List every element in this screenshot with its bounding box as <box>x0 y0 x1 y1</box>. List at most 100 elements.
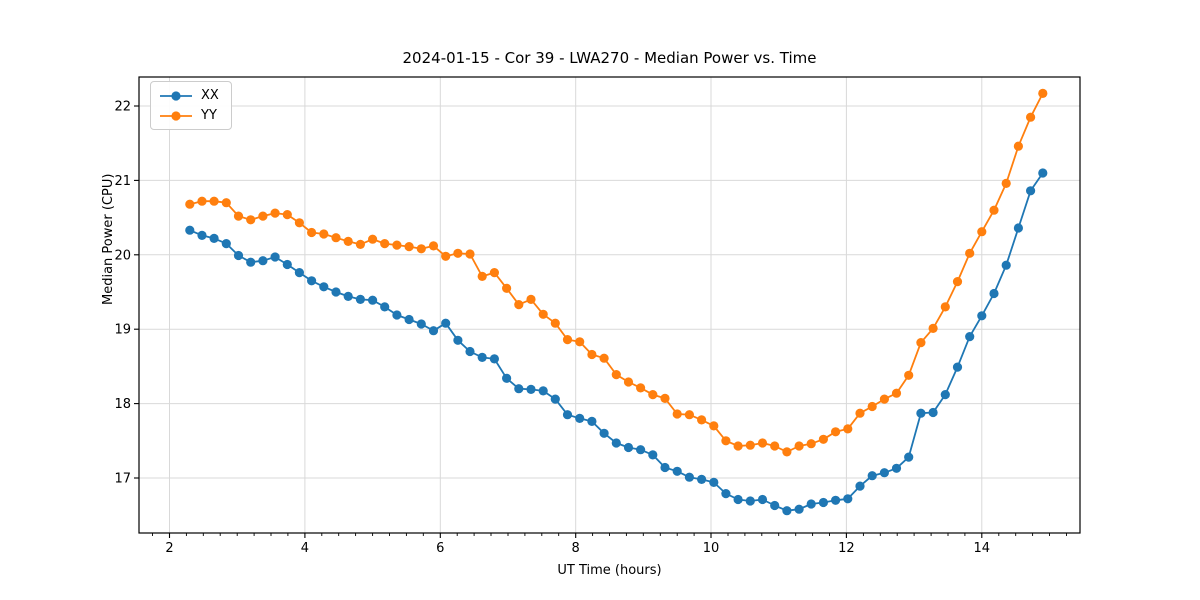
data-point-marker-yy <box>221 198 231 208</box>
data-point-marker-xx <box>526 384 536 394</box>
data-point-marker-yy <box>428 241 439 251</box>
data-point-marker-yy <box>368 234 378 244</box>
data-point-marker-xx <box>660 462 670 473</box>
data-point-marker-yy <box>745 440 755 450</box>
legend-line-sample <box>160 110 192 121</box>
data-point-marker-yy <box>343 236 353 246</box>
data-point-marker-xx <box>416 319 426 329</box>
data-point-marker-xx <box>648 450 658 460</box>
data-point-marker-yy <box>477 271 487 281</box>
data-point-marker-yy <box>1001 178 1011 188</box>
data-point-marker-yy <box>855 408 865 418</box>
data-point-marker-xx <box>368 295 378 305</box>
data-point-marker-yy <box>258 211 268 221</box>
data-point-marker-xx <box>453 335 463 345</box>
data-point-marker-xx <box>562 410 573 420</box>
plot-frame <box>138 76 1081 534</box>
data-point-marker-yy <box>355 239 365 249</box>
y-tick-label: 19 <box>114 323 131 338</box>
data-point-marker-yy <box>599 353 609 363</box>
data-point-marker-yy <box>916 338 926 348</box>
x-tick-label: 4 <box>301 541 309 556</box>
data-point-marker-xx <box>307 276 317 286</box>
data-point-marker-yy <box>660 393 670 403</box>
x-tick-label: 10 <box>703 541 720 556</box>
data-point-marker-xx <box>794 504 804 514</box>
data-point-marker-yy <box>879 394 890 404</box>
x-axis-label: UT Time (hours) <box>557 563 662 578</box>
data-point-marker-xx <box>928 407 938 418</box>
data-point-marker-yy <box>611 370 621 380</box>
series-line-yy <box>189 92 1044 453</box>
data-point-marker-xx <box>477 352 487 362</box>
data-point-marker-xx <box>587 416 597 426</box>
data-point-marker-xx <box>757 494 768 505</box>
data-point-marker-yy <box>331 233 341 243</box>
data-point-marker-xx <box>343 291 353 301</box>
data-point-marker-xx <box>831 495 841 505</box>
data-point-marker-yy <box>441 251 451 261</box>
data-point-marker-yy <box>526 294 536 304</box>
data-point-marker-yy <box>831 427 841 437</box>
data-point-marker-yy <box>416 244 426 254</box>
y-tick-label: 22 <box>114 100 131 115</box>
data-point-marker-yy <box>648 390 658 400</box>
data-point-marker-yy <box>733 441 743 451</box>
data-point-marker-xx <box>782 506 792 516</box>
x-tick-label: 6 <box>436 541 444 556</box>
data-point-marker-yy <box>891 388 902 398</box>
data-point-marker-xx <box>514 384 524 394</box>
series-line-xx <box>189 172 1044 512</box>
data-point-marker-xx <box>538 386 548 396</box>
data-point-marker-xx <box>465 346 475 357</box>
data-point-marker-xx <box>623 442 634 453</box>
data-point-marker-xx <box>404 314 414 325</box>
data-point-marker-xx <box>697 474 707 484</box>
data-point-marker-yy <box>782 447 792 457</box>
data-point-marker-xx <box>428 326 439 336</box>
data-point-marker-yy <box>575 337 585 347</box>
data-point-marker-xx <box>684 472 695 482</box>
data-point-marker-xx <box>502 373 512 383</box>
data-point-marker-yy <box>270 208 280 218</box>
data-point-marker-xx <box>319 282 329 292</box>
data-point-marker-yy <box>709 421 719 431</box>
legend-entry-yy: YY <box>159 107 219 124</box>
data-point-marker-xx <box>1001 260 1011 270</box>
data-point-marker-yy <box>562 335 573 345</box>
data-point-marker-xx <box>599 428 609 438</box>
data-point-marker-xx <box>221 239 231 249</box>
data-point-marker-yy <box>806 439 816 449</box>
data-point-marker-xx <box>745 496 755 506</box>
data-point-marker-yy <box>209 196 219 206</box>
data-point-marker-yy <box>684 410 695 420</box>
data-point-marker-xx <box>282 259 292 270</box>
data-point-marker-yy <box>502 283 512 293</box>
x-tick-label: 2 <box>165 541 173 556</box>
data-point-marker-xx <box>270 252 280 262</box>
data-point-marker-yy <box>380 239 390 249</box>
data-point-marker-xx <box>952 362 963 372</box>
x-tick-label: 14 <box>974 541 991 556</box>
data-point-marker-yy <box>294 218 304 228</box>
data-point-marker-xx <box>709 477 719 487</box>
data-point-marker-xx <box>940 390 950 400</box>
data-point-marker-yy <box>319 229 329 239</box>
data-point-marker-xx <box>965 332 975 342</box>
data-point-marker-yy <box>989 205 999 215</box>
chart-title: 2024-01-15 - Cor 39 - LWA270 - Median Po… <box>402 49 817 67</box>
data-point-marker-yy <box>1013 141 1024 151</box>
data-point-marker-xx <box>843 494 853 504</box>
data-point-marker-xx <box>209 233 219 243</box>
data-point-marker-xx <box>575 413 585 423</box>
data-point-marker-yy <box>465 249 475 259</box>
data-point-marker-xx <box>855 481 865 491</box>
data-point-marker-xx <box>489 354 499 364</box>
legend-entry-xx: XX <box>159 87 219 104</box>
data-point-marker-xx <box>392 310 402 320</box>
data-point-marker-xx <box>380 302 390 312</box>
data-point-marker-yy <box>843 424 853 434</box>
legend-line-sample <box>160 90 192 101</box>
data-point-marker-yy <box>697 415 707 425</box>
